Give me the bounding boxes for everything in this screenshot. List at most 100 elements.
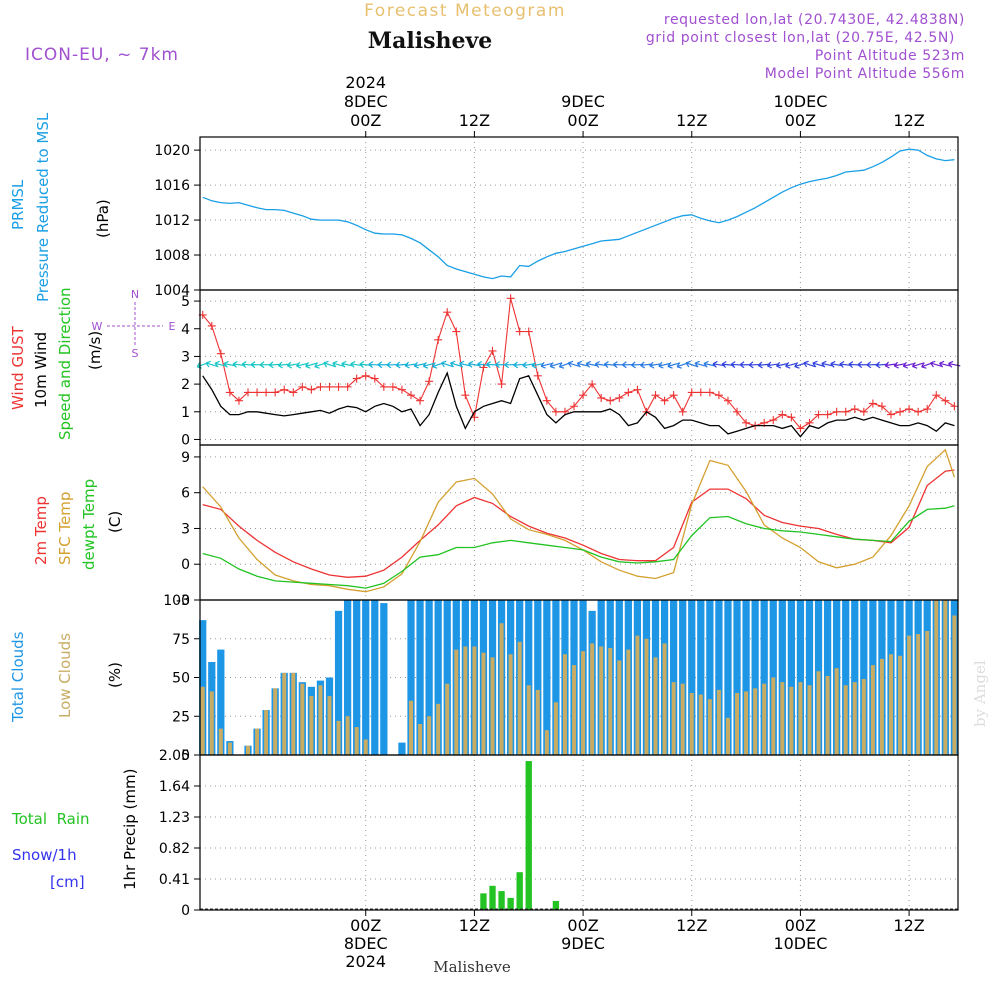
wind-10m-label: 10m Wind	[32, 332, 50, 408]
gust-point	[388, 382, 397, 391]
precip-bar	[516, 872, 523, 910]
low-cloud-bar	[725, 717, 730, 755]
low-cloud-bar	[363, 739, 368, 755]
wind-arrow-icon	[441, 360, 454, 368]
low-cloud-bar	[644, 638, 649, 755]
gust-point	[868, 399, 877, 408]
temp-unit: (C)	[106, 511, 124, 533]
y-tick-label: 1020	[154, 143, 190, 159]
low-cloud-bar	[626, 649, 631, 755]
y-tick-label: 1016	[154, 178, 190, 194]
total-cloud-bar	[543, 600, 551, 755]
gust-point	[633, 385, 642, 394]
gust-point	[452, 327, 461, 336]
gust-point	[814, 410, 823, 419]
low-cloud-bars	[200, 600, 957, 755]
low-cloud-bar	[907, 635, 912, 755]
gust-point	[714, 391, 723, 400]
low-cloud-bar	[653, 657, 658, 755]
total-cloud-bar	[796, 600, 805, 755]
gust-point	[225, 388, 234, 397]
gust-point	[579, 391, 588, 400]
total-cloud-bar	[362, 600, 370, 755]
wind-arrow-stroke	[576, 360, 590, 368]
gust-point	[416, 396, 425, 405]
wind-arrow-icon	[576, 360, 590, 368]
bottom-time-label: 12Z	[893, 916, 924, 935]
y-tick-label: 1	[181, 405, 190, 421]
wind-arrow-icon	[685, 360, 698, 368]
y-tick-label: 0	[181, 748, 190, 764]
wind-arrow-icon	[413, 361, 427, 369]
total-cloud-bar	[742, 600, 750, 755]
panel-frame	[199, 289, 959, 446]
bottom-time-label: 10DEC	[773, 934, 827, 953]
precip-total-label: Total Rain	[11, 810, 90, 828]
wind-arrow-icon	[296, 361, 309, 369]
low-cloud-bar	[707, 699, 712, 755]
gust-point	[289, 388, 298, 397]
gust-point	[343, 382, 352, 391]
gust-point	[651, 391, 660, 400]
gust-point	[778, 410, 787, 419]
low-cloud-bar	[481, 652, 486, 755]
low-cloud-bar	[861, 679, 866, 755]
wind-arrow-stroke	[766, 361, 780, 369]
total-cloud-bar	[715, 600, 723, 755]
gust-point	[524, 327, 533, 336]
low-cloud-bar	[282, 672, 287, 755]
grid-lines: 1004 1008 1012 1016 1020 0 1 2 3 4 5 -3 0 3 6 9 0 25 50 75 1…	[154, 137, 958, 919]
gust-point	[660, 396, 669, 405]
wind-arrow-icon	[785, 361, 798, 369]
gust-point	[769, 416, 778, 425]
y-tick-label: 75	[172, 632, 190, 648]
low-cloud-bar	[200, 686, 205, 755]
gust-point	[877, 402, 886, 411]
gust-point	[216, 349, 225, 358]
top-time-label: 8DEC	[344, 92, 388, 111]
wind-arrow-stroke	[205, 360, 218, 368]
compass-icon: N S W E	[92, 288, 176, 360]
low-cloud-bar	[218, 728, 223, 755]
wind-arrow-stroke	[785, 361, 798, 369]
gust-point	[723, 396, 732, 405]
total-cloud-bar	[751, 600, 759, 755]
y-tick-label: 1008	[154, 248, 190, 264]
low-cloud-bar	[508, 654, 513, 755]
gust-point	[905, 405, 914, 414]
gust-point	[787, 413, 796, 422]
gust-point	[425, 377, 434, 386]
y-tick-label: 0	[181, 557, 190, 573]
wind-arrow-icon	[821, 360, 834, 368]
total-cloud-bar	[525, 600, 533, 755]
low-cloud-bar	[671, 682, 676, 755]
total-cloud-bar	[443, 600, 451, 755]
gust-point	[678, 407, 687, 416]
y-tick-label: 1.64	[159, 779, 190, 795]
temp-sfc-label: SFC Temp	[56, 492, 74, 565]
low-cloud-bar	[300, 683, 305, 755]
top-time-label: 00Z	[567, 111, 598, 130]
wind-arrow-icon	[911, 362, 925, 369]
precip-bar	[552, 900, 560, 910]
low-cloud-bar	[843, 685, 848, 755]
gust-point	[280, 385, 289, 394]
precip-bar	[507, 897, 514, 910]
wind-arrow-stroke	[441, 360, 454, 368]
wind-arrow-icon	[694, 360, 707, 368]
wind-gust-label: Wind GUST	[9, 325, 27, 410]
gust-point	[733, 407, 742, 416]
low-cloud-bar	[798, 682, 803, 755]
wind-arrow-icon	[567, 360, 580, 368]
total-cloud-bar	[706, 600, 714, 755]
wind-arrow-stroke	[812, 360, 825, 368]
wind-arrow-stroke	[404, 361, 418, 369]
low-cloud-bar	[553, 702, 558, 755]
gust-point	[434, 335, 443, 344]
gust-point	[271, 388, 280, 397]
y-tick-label: 2.05	[159, 748, 190, 764]
low-cloud-bar	[246, 745, 250, 755]
total-cloud-bar	[334, 610, 343, 755]
wind-arrow-stroke	[703, 360, 716, 368]
